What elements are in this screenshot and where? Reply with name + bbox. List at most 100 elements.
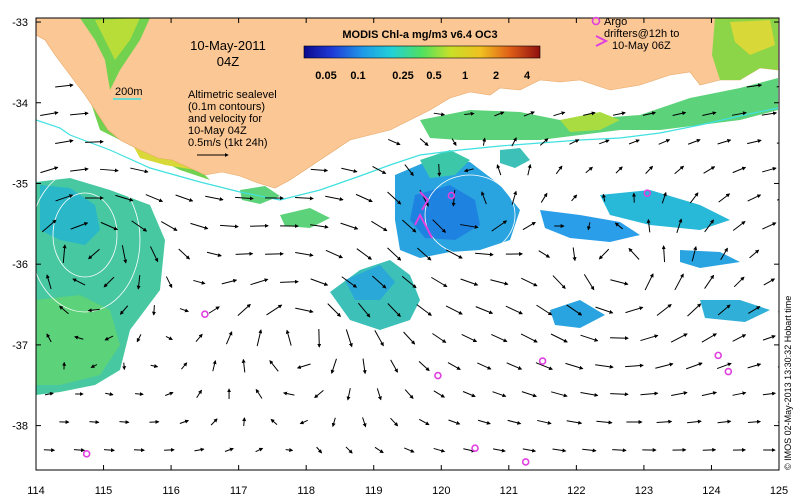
velocity-arrow bbox=[687, 419, 702, 424]
velocity-arrow bbox=[404, 447, 415, 453]
velocity-arrow bbox=[136, 334, 142, 343]
velocity-arrow bbox=[270, 418, 278, 425]
velocity-arrow bbox=[362, 358, 367, 375]
velocity-arrow bbox=[640, 391, 659, 396]
velocity-arrow bbox=[100, 168, 119, 173]
velocity-arrow bbox=[565, 362, 584, 370]
velocity-arrow bbox=[645, 165, 654, 174]
velocity-arrow bbox=[41, 219, 57, 233]
velocity-arrow bbox=[461, 333, 478, 343]
isobath-200m bbox=[69, 107, 779, 201]
velocity-arrow bbox=[387, 247, 402, 261]
velocity-arrow bbox=[475, 252, 494, 257]
x-tick-label: 122 bbox=[567, 485, 585, 497]
velocity-arrow bbox=[372, 166, 387, 174]
velocity-arrow bbox=[628, 247, 640, 260]
velocity-arrow bbox=[256, 329, 263, 347]
argo-float bbox=[521, 458, 530, 466]
velocity-arrow bbox=[506, 362, 523, 370]
velocity-arrow bbox=[762, 222, 777, 230]
velocity-arrow bbox=[522, 221, 536, 231]
coastal-vegetation-east-bright bbox=[730, 20, 775, 55]
velocity-arrow bbox=[404, 389, 414, 400]
velocity-arrow bbox=[40, 166, 59, 174]
argo-legend-line-1: Argo bbox=[604, 16, 627, 28]
velocity-arrow bbox=[477, 362, 492, 370]
velocity-arrow bbox=[552, 448, 567, 453]
colorbar-tick-label: 0.5 bbox=[426, 70, 441, 82]
velocity-arrow bbox=[718, 193, 731, 203]
velocity-arrow bbox=[655, 362, 674, 369]
velocity-arrow bbox=[491, 220, 508, 232]
velocity-arrow bbox=[571, 194, 578, 202]
velocity-arrow bbox=[266, 304, 283, 316]
velocity-arrow bbox=[89, 420, 100, 425]
velocity-arrow bbox=[642, 111, 657, 116]
velocity-arrow bbox=[372, 275, 387, 289]
velocity-arrow bbox=[511, 137, 517, 147]
velocity-arrow bbox=[327, 303, 341, 317]
velocity-arrow bbox=[716, 362, 732, 370]
velocity-arrow bbox=[445, 305, 463, 315]
velocity-arrow bbox=[566, 304, 583, 316]
australia-land bbox=[36, 18, 779, 189]
velocity-arrow bbox=[210, 418, 218, 426]
velocity-arrow bbox=[687, 139, 701, 145]
map-frame bbox=[35, 17, 780, 471]
velocity-arrow bbox=[553, 111, 566, 117]
x-tick-label: 120 bbox=[432, 485, 450, 497]
velocity-arrow bbox=[460, 224, 479, 229]
velocity-arrow bbox=[462, 391, 476, 398]
velocity-arrow bbox=[55, 194, 74, 202]
velocity-arrow bbox=[74, 335, 84, 340]
velocity-arrow bbox=[551, 391, 568, 398]
velocity-arrow bbox=[374, 330, 384, 347]
velocity-arrow bbox=[733, 276, 745, 288]
argo-float bbox=[538, 357, 547, 365]
velocity-arrow bbox=[88, 248, 100, 260]
velocity-arrow bbox=[121, 245, 128, 264]
velocity-arrow bbox=[672, 111, 687, 116]
velocity-arrow bbox=[687, 303, 702, 317]
velocity-arrow bbox=[130, 167, 149, 174]
velocity-arrow bbox=[85, 139, 104, 144]
velocity-arrow bbox=[100, 221, 119, 231]
velocity-arrow bbox=[732, 166, 747, 174]
velocity-arrow bbox=[689, 192, 699, 204]
velocity-arrow bbox=[135, 392, 144, 397]
velocity-arrow bbox=[674, 165, 685, 175]
velocity-arrow bbox=[523, 111, 535, 117]
velocity-arrow bbox=[433, 112, 446, 117]
chlorophyll-patches bbox=[36, 18, 778, 395]
velocity-arrow bbox=[418, 361, 430, 372]
velocity-arrow bbox=[431, 276, 448, 288]
velocity-arrow bbox=[464, 111, 475, 116]
velocity-arrow bbox=[285, 448, 294, 453]
velocity-arrow bbox=[345, 329, 353, 348]
velocity-arrow bbox=[674, 273, 684, 291]
x-tick-label: 124 bbox=[702, 485, 720, 497]
velocity-arrow bbox=[537, 419, 552, 425]
velocity-arrow bbox=[205, 195, 224, 202]
velocity-arrow bbox=[220, 224, 239, 229]
velocity-arrow bbox=[194, 447, 205, 452]
velocity-arrow bbox=[670, 333, 688, 343]
velocity-arrow bbox=[432, 219, 447, 233]
velocity-arrow bbox=[235, 196, 254, 201]
velocity-arrow bbox=[701, 391, 717, 397]
velocity-arrow bbox=[295, 196, 314, 201]
velocity-arrow bbox=[341, 167, 358, 173]
velocity-arrow bbox=[325, 249, 344, 259]
velocity-arrow bbox=[582, 448, 597, 453]
velocity-arrow bbox=[580, 392, 599, 397]
x-tick-label: 116 bbox=[162, 485, 180, 497]
velocity-arrow bbox=[340, 222, 359, 230]
time-label: 04Z bbox=[217, 54, 239, 69]
velocity-arrow bbox=[190, 222, 209, 230]
note-line-1: Altimetric sealevel bbox=[188, 89, 277, 101]
velocity-arrow bbox=[62, 244, 67, 264]
velocity-arrow bbox=[90, 364, 98, 368]
velocity-arrow bbox=[491, 333, 508, 343]
velocity-arrow bbox=[314, 389, 324, 399]
velocity-arrow bbox=[70, 222, 89, 230]
